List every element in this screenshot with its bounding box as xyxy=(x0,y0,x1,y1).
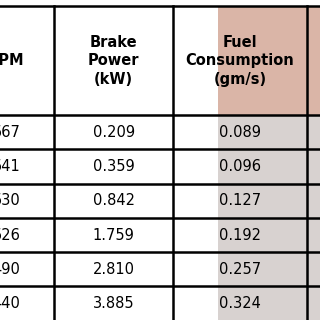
Text: 567: 567 xyxy=(0,125,20,140)
Text: 440: 440 xyxy=(0,296,20,311)
Text: Brake
Power
(kW): Brake Power (kW) xyxy=(88,35,139,87)
Text: 490: 490 xyxy=(0,262,20,277)
Text: 0.089: 0.089 xyxy=(219,125,261,140)
Text: 526: 526 xyxy=(0,228,20,243)
Text: 0.359: 0.359 xyxy=(93,159,134,174)
Text: 0.842: 0.842 xyxy=(92,193,135,208)
Text: 0.192: 0.192 xyxy=(219,228,261,243)
Text: 0.127: 0.127 xyxy=(219,193,261,208)
Text: 0.096: 0.096 xyxy=(219,159,261,174)
Text: 530: 530 xyxy=(0,193,20,208)
Bar xyxy=(218,6,320,115)
Text: 0.209: 0.209 xyxy=(92,125,135,140)
Text: 3.885: 3.885 xyxy=(93,296,134,311)
Bar xyxy=(0,6,218,320)
Bar xyxy=(218,115,320,320)
Text: 541: 541 xyxy=(0,159,20,174)
Text: 0.324: 0.324 xyxy=(219,296,261,311)
Text: RPM: RPM xyxy=(0,53,25,68)
Text: 2.810: 2.810 xyxy=(92,262,135,277)
Text: 0.257: 0.257 xyxy=(219,262,261,277)
Text: Fuel
Consumption
(gm/s): Fuel Consumption (gm/s) xyxy=(186,35,294,87)
Text: 1.759: 1.759 xyxy=(93,228,134,243)
